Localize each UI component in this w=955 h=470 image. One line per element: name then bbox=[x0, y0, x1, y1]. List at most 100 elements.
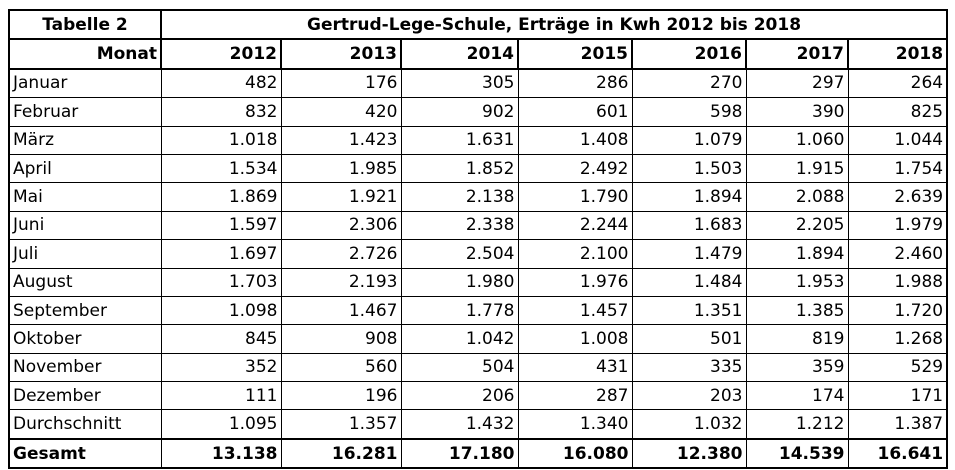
value-cell: 1.979 bbox=[847, 210, 948, 241]
row-label: Gesamt bbox=[8, 437, 162, 470]
value-cell: 529 bbox=[847, 352, 948, 383]
value-cell: 902 bbox=[400, 97, 519, 127]
row-label: Januar bbox=[8, 68, 162, 99]
value-cell: 2.306 bbox=[280, 210, 402, 241]
value-cell: 2.100 bbox=[517, 239, 633, 269]
value-cell: 431 bbox=[517, 352, 633, 383]
value-cell: 2.338 bbox=[400, 210, 519, 241]
value-cell: 1.790 bbox=[517, 182, 633, 212]
value-cell: 482 bbox=[160, 68, 282, 99]
value-cell: 171 bbox=[847, 381, 948, 411]
value-cell: 297 bbox=[745, 68, 849, 99]
value-cell: 1.484 bbox=[631, 267, 747, 297]
value-cell: 1.869 bbox=[160, 182, 282, 212]
value-cell: 2.639 bbox=[847, 182, 948, 212]
value-cell: 1.351 bbox=[631, 295, 747, 326]
value-cell: 12.380 bbox=[631, 437, 747, 470]
value-cell: 1.423 bbox=[280, 125, 402, 155]
value-cell: 1.042 bbox=[400, 324, 519, 354]
row-label: März bbox=[8, 125, 162, 155]
value-cell: 1.915 bbox=[745, 153, 849, 184]
table-row: Dezember 111 196 206 287 203 174 171 bbox=[8, 381, 948, 411]
value-cell: 1.503 bbox=[631, 153, 747, 184]
value-cell: 1.985 bbox=[280, 153, 402, 184]
header-row: Monat 2012 2013 2014 2015 2016 2017 2018 bbox=[8, 38, 949, 70]
value-cell: 1.457 bbox=[517, 295, 633, 326]
value-cell: 2.088 bbox=[745, 182, 849, 212]
row-label: Durchschnitt bbox=[8, 409, 162, 440]
table-row: November 352 560 504 431 335 359 529 bbox=[8, 352, 948, 383]
value-cell: 352 bbox=[160, 352, 282, 383]
value-cell: 1.479 bbox=[631, 239, 747, 269]
value-cell: 1.098 bbox=[160, 295, 282, 326]
value-cell: 825 bbox=[847, 97, 948, 127]
value-cell: 111 bbox=[160, 381, 282, 411]
value-cell: 1.357 bbox=[280, 409, 402, 440]
value-cell: 196 bbox=[280, 381, 402, 411]
value-cell: 1.385 bbox=[745, 295, 849, 326]
value-cell: 598 bbox=[631, 97, 747, 127]
table-label: Tabelle 2 bbox=[8, 8, 162, 41]
value-cell: 1.894 bbox=[631, 182, 747, 212]
value-cell: 908 bbox=[280, 324, 402, 354]
value-cell: 1.387 bbox=[847, 409, 948, 440]
value-cell: 1.988 bbox=[847, 267, 948, 297]
value-cell: 286 bbox=[517, 68, 633, 99]
value-cell: 1.683 bbox=[631, 210, 747, 241]
value-cell: 1.697 bbox=[160, 239, 282, 269]
value-cell: 1.079 bbox=[631, 125, 747, 155]
value-cell: 16.281 bbox=[280, 437, 402, 470]
value-cell: 1.921 bbox=[280, 182, 402, 212]
table-row: August 1.703 2.193 1.980 1.976 1.484 1.953 1.98… bbox=[8, 267, 948, 297]
year-column-header: 2018 bbox=[846, 38, 949, 70]
total-row: Gesamt 13.138 16.281 17.180 16.080 12.380 14.5… bbox=[8, 437, 948, 470]
yield-table: Tabelle 2 Gertrud-Lege-Schule, Erträge i… bbox=[8, 8, 949, 470]
year-column-header: 2017 bbox=[745, 38, 849, 70]
month-column-header: Monat bbox=[8, 38, 162, 70]
value-cell: 1.976 bbox=[517, 267, 633, 297]
value-cell: 832 bbox=[160, 97, 282, 127]
row-label: Mai bbox=[8, 182, 162, 212]
table-row: Juni 1.597 2.306 2.338 2.244 1.683 2.205 1.979 bbox=[8, 210, 948, 241]
value-cell: 560 bbox=[280, 352, 402, 383]
row-label: November bbox=[8, 352, 162, 383]
value-cell: 2.205 bbox=[745, 210, 849, 241]
table-title: Gertrud-Lege-Schule, Erträge in Kwh 2012… bbox=[159, 8, 949, 41]
value-cell: 2.244 bbox=[517, 210, 633, 241]
year-column-header: 2014 bbox=[400, 38, 519, 70]
value-cell: 17.180 bbox=[400, 437, 519, 470]
year-column-header: 2016 bbox=[631, 38, 747, 70]
table-row: März 1.018 1.423 1.631 1.408 1.079 1.060 1.044 bbox=[8, 125, 948, 155]
value-cell: 2.460 bbox=[847, 239, 948, 269]
row-label: August bbox=[8, 267, 162, 297]
value-cell: 335 bbox=[631, 352, 747, 383]
row-label: April bbox=[8, 153, 162, 184]
value-cell: 1.953 bbox=[745, 267, 849, 297]
value-cell: 1.894 bbox=[745, 239, 849, 269]
value-cell: 1.703 bbox=[160, 267, 282, 297]
value-cell: 501 bbox=[631, 324, 747, 354]
value-cell: 1.720 bbox=[847, 295, 948, 326]
value-cell: 1.340 bbox=[517, 409, 633, 440]
value-cell: 359 bbox=[745, 352, 849, 383]
value-cell: 1.060 bbox=[745, 125, 849, 155]
value-cell: 13.138 bbox=[160, 437, 282, 470]
value-cell: 270 bbox=[631, 68, 747, 99]
title-row: Tabelle 2 Gertrud-Lege-Schule, Erträge i… bbox=[8, 8, 949, 41]
table-row: Oktober 845 908 1.042 1.008 501 819 1.268 bbox=[8, 324, 948, 354]
value-cell: 1.044 bbox=[847, 125, 948, 155]
row-label: Juni bbox=[8, 210, 162, 241]
value-cell: 287 bbox=[517, 381, 633, 411]
year-column-header: 2015 bbox=[517, 38, 633, 70]
value-cell: 1.597 bbox=[160, 210, 282, 241]
table-row: Mai 1.869 1.921 2.138 1.790 1.894 2.088 2.639 bbox=[8, 182, 948, 212]
row-label: September bbox=[8, 295, 162, 326]
value-cell: 1.018 bbox=[160, 125, 282, 155]
table-row: Januar 482 176 305 286 270 297 264 bbox=[8, 68, 948, 99]
value-cell: 1.408 bbox=[517, 125, 633, 155]
value-cell: 264 bbox=[847, 68, 948, 99]
row-label: Juli bbox=[8, 239, 162, 269]
value-cell: 1.095 bbox=[160, 409, 282, 440]
table-row: Juli 1.697 2.726 2.504 2.100 1.479 1.894 2.460 bbox=[8, 239, 948, 269]
value-cell: 1.467 bbox=[280, 295, 402, 326]
